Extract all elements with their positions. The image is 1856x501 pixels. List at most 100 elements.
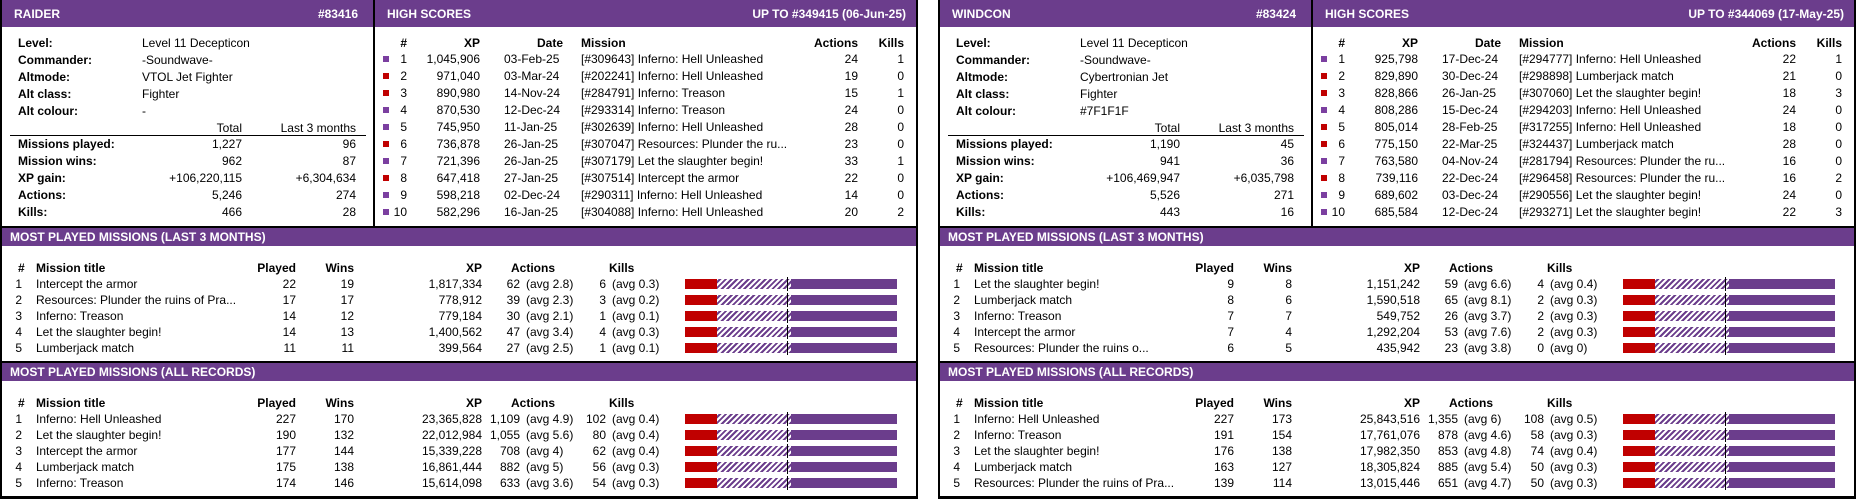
hs-cell: 808,286 [1374,103,1418,117]
section-header: Kills [1547,396,1573,410]
hs-marker [383,124,389,130]
section-cell: 6 [599,277,606,291]
section-cell: 3 [953,444,960,458]
bar-red [1623,430,1655,440]
stats-header: Last 3 months [280,121,356,135]
hs-cell: 9 [1338,188,1345,202]
section-cell: (avg 2.8) [526,277,574,291]
hs-header: Actions [813,36,858,50]
hs-cell: 10 [1331,205,1345,219]
section-cell: 633 [499,476,520,490]
section-cell: Inferno: Treason [974,428,1062,442]
hs-cell: [#290556] Let the slaughter begin! [1519,188,1702,202]
section-cell: Resources: Plunder the ruins of Pra... [36,293,237,307]
section-cell: Let the slaughter begin! [974,444,1100,458]
profile-value: #7F1F1F [1080,104,1129,118]
hs-header: Date [537,36,564,50]
section-cell: 177 [275,444,296,458]
separator [10,135,366,136]
hs-cell: 0 [897,137,904,151]
bar-red [1623,311,1655,321]
section-cell: 19 [340,277,354,291]
bar-marker [1724,277,1726,291]
section-cell: 74 [1530,444,1544,458]
hs-cell: 22-Dec-24 [1442,171,1499,185]
header-bar [2,0,916,27]
hs-cell: 1 [897,154,904,168]
bar-hatch [685,446,791,456]
hs-cell: 02-Dec-24 [504,188,561,202]
bar-red [685,343,717,353]
bar-marker [786,444,788,458]
section-cell: Inferno: Hell Unleashed [36,412,162,426]
bar-track [685,414,897,424]
section-cell: 27 [506,341,520,355]
hs-marker [1321,192,1327,198]
stat-recent: 87 [342,154,356,168]
hs-cell: 0 [897,69,904,83]
section-cell: 62 [506,277,520,291]
bar-red [685,327,717,337]
section-cell: 144 [333,444,354,458]
section-cell: (avg 0.4) [612,428,660,442]
section-cell: 26 [1444,309,1458,323]
section-cell: 11 [341,341,354,355]
stat-total: +106,469,947 [1106,171,1180,185]
section-cell: 22,012,984 [421,428,482,442]
section-cell: 882 [499,460,520,474]
hs-cell: 0 [1835,69,1842,83]
bar-track [685,462,897,472]
hs-cell: 1 [897,86,904,100]
separator [2,496,916,498]
section-cell: 17,761,076 [1359,428,1420,442]
hs-marker [1321,209,1327,215]
bar-hatch [1623,414,1729,424]
bar-hatch [685,462,791,472]
section-header: Played [257,261,296,275]
hs-cell: 6 [400,137,407,151]
hs-marker [1321,158,1327,164]
bar-marker [786,277,788,291]
section-cell: 30 [506,309,520,323]
hs-cell: 03-Dec-24 [1442,188,1499,202]
stats-header: Last 3 months [1218,121,1294,135]
profile-label: Alt colour: [18,104,78,118]
profile-value: VTOL Jet Fighter [142,70,233,84]
section-cell: (avg 2.1) [526,309,574,323]
separator [2,361,916,363]
bar-marker [1724,293,1726,307]
section-cell: (avg 0.3) [612,325,660,339]
hs-marker [383,56,389,62]
section-cell: 3 [599,293,606,307]
section-cell: (avg 0.1) [612,309,660,323]
hs-cell: 890,980 [436,86,480,100]
hs-cell: 10 [393,205,407,219]
section-cell: 50 [1530,476,1544,490]
hs-cell: 870,530 [436,103,480,117]
stat-label: Mission wins: [18,154,97,168]
bar-track [685,478,897,488]
section-cell: (avg 4) [526,444,564,458]
hs-cell: 14 [844,188,858,202]
bar-marker [1724,341,1726,355]
section-cell: 853 [1437,444,1458,458]
hs-cell: [#202241] Inferno: Hell Unleashed [581,69,764,83]
section-cell: 4 [953,325,960,339]
hs-cell: 28-Feb-25 [1442,120,1498,134]
hs-cell: 12-Dec-24 [1442,205,1499,219]
bar-track [1623,414,1835,424]
section-header: Mission title [974,396,1044,410]
section-cell: 173 [1271,412,1292,426]
section-cell: 4 [953,460,960,474]
section-title: MOST PLAYED MISSIONS (LAST 3 MONTHS) [948,230,1204,244]
hs-marker [1321,73,1327,79]
section-cell: 878 [1437,428,1458,442]
hs-cell: 22 [844,171,858,185]
section-cell: 8 [1227,293,1234,307]
bar-marker [786,309,788,323]
section-cell: 227 [275,412,296,426]
section-cell: Lumberjack match [36,341,135,355]
hs-cell: 925,798 [1374,52,1418,66]
section-cell: Lumberjack match [36,460,135,474]
hs-cell: 8 [400,171,407,185]
